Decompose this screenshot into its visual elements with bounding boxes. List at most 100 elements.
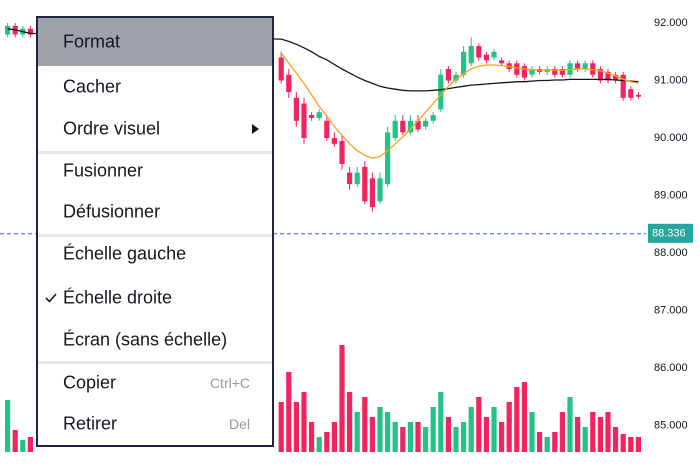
menu-item[interactable]: Fusionner (38, 150, 272, 192)
y-tick-label: 89.000 (654, 190, 688, 202)
volume-bar (301, 392, 307, 452)
volume-bar (529, 412, 535, 452)
candle-body (369, 178, 375, 208)
volume-bar (453, 427, 459, 452)
volume-bar (575, 417, 581, 452)
volume-bar (514, 387, 520, 452)
menu-item[interactable]: Copier Ctrl+C (38, 362, 272, 404)
menu-label: Ordre visuel (63, 118, 161, 139)
candle-body (377, 178, 383, 202)
separator (38, 151, 272, 154)
volume-bar (286, 372, 292, 452)
shortcut: Ctrl+C (209, 375, 250, 391)
menu-item[interactable]: Cacher (38, 66, 272, 108)
y-tick-label: 92.000 (654, 17, 688, 29)
volume-bar (5, 400, 11, 452)
volume-bar (438, 392, 444, 452)
volume-bar (491, 407, 497, 452)
candle-body (392, 120, 398, 139)
volume-bar (635, 437, 641, 452)
candle-body (552, 69, 558, 75)
candle-body (27, 28, 33, 35)
volume-bar (567, 397, 573, 452)
volume-bar (499, 422, 505, 452)
candle-body (628, 89, 634, 98)
menu-label: Format (63, 31, 121, 52)
volume-bar (309, 422, 315, 452)
candle-body (362, 166, 368, 202)
menu-item[interactable]: Échelle droite (38, 277, 272, 319)
menu-item[interactable]: Retirer Del (38, 403, 272, 445)
candle-body (559, 69, 565, 75)
candle-body (339, 140, 345, 164)
volume-bar (377, 407, 383, 452)
volume-bar (331, 422, 337, 452)
menu-label: Copier (63, 372, 117, 393)
last-price-label: 88.336 (652, 228, 686, 240)
candle-body (521, 66, 527, 78)
volume-bar (400, 427, 406, 452)
volume-bar (582, 427, 588, 452)
candle-body (309, 115, 315, 118)
candle-body (605, 71, 611, 81)
submenu-arrow (252, 124, 259, 134)
context-menu: Format Cacher Ordre visuel Fusionner Déf… (36, 16, 274, 447)
volume-bar (415, 422, 421, 452)
volume-bar (476, 397, 482, 452)
candle-body (529, 69, 535, 75)
candle-body (483, 54, 489, 61)
candle-body (347, 172, 353, 185)
candle-body (499, 60, 505, 64)
y-tick-label: 85.000 (654, 420, 688, 432)
menu-item[interactable]: Écran (sans échelle) (38, 319, 272, 361)
candle-body (385, 132, 391, 185)
volume-bar (461, 422, 467, 452)
candle-body (445, 69, 451, 81)
volume-bar (407, 422, 413, 452)
separator (38, 234, 272, 237)
volume-bar (628, 437, 634, 452)
menu-item[interactable]: Défusionner (38, 191, 272, 233)
menu-label: Cacher (63, 76, 122, 97)
candle-body (582, 63, 588, 70)
volume-bar (293, 402, 299, 452)
menu-label: Fusionner (63, 160, 144, 181)
volume-bar (354, 412, 360, 452)
candle-body (613, 74, 619, 81)
candle-body (293, 97, 299, 121)
candle-body (453, 74, 459, 81)
menu-label: Échelle gauche (63, 243, 187, 264)
volume-bar (613, 427, 619, 452)
candle-body (278, 57, 284, 81)
candle-body (324, 120, 330, 139)
menu-item[interactable]: Ordre visuel (38, 108, 272, 150)
menu-item[interactable]: Échelle gauche (38, 233, 272, 275)
volume-bar (316, 437, 322, 452)
volume-bar (552, 432, 558, 452)
volume-bar (597, 417, 603, 452)
volume-bar (339, 345, 345, 452)
volume-bar (27, 437, 33, 452)
moving-average (7, 28, 639, 92)
candle-body (316, 112, 322, 118)
candle-body (415, 120, 421, 130)
volume-bar (362, 397, 368, 452)
volume-bar (445, 417, 451, 452)
volume-bar (347, 392, 353, 452)
candle-body (301, 103, 307, 139)
separator (38, 361, 272, 364)
candle-body (635, 94, 641, 97)
menu-label: Écran (sans échelle) (63, 329, 228, 350)
candle-body (331, 138, 337, 144)
check-mark (45, 293, 57, 303)
menu-item[interactable]: Format (38, 18, 272, 66)
candle-body (286, 74, 292, 93)
volume-bar (506, 402, 512, 452)
y-tick-label: 87.000 (654, 305, 688, 317)
volume-bar (430, 407, 436, 452)
shortcut: Del (228, 416, 250, 432)
candle-body (430, 115, 436, 121)
volume-bar (483, 417, 489, 452)
candle-body (620, 74, 626, 98)
